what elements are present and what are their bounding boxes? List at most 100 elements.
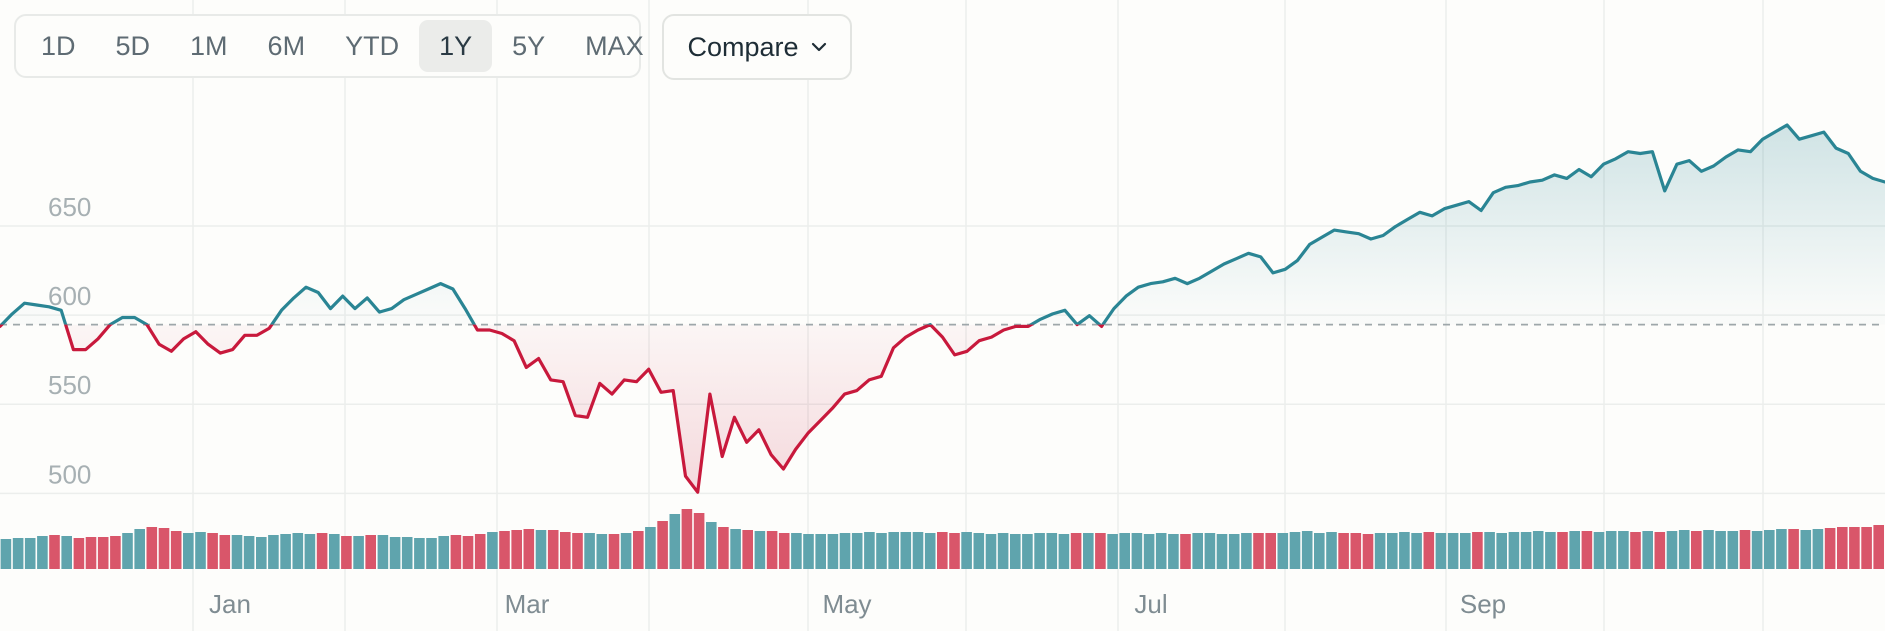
volume-bar <box>949 533 960 569</box>
volume-bar <box>1411 533 1422 569</box>
volume-bar <box>462 536 474 569</box>
volume-bar <box>1010 534 1021 569</box>
volume-bar <box>341 536 352 569</box>
volume-bar <box>1289 532 1301 569</box>
volume-bar <box>1447 533 1459 569</box>
range-1y-button[interactable]: 1Y <box>419 20 493 72</box>
volume-bar <box>1776 529 1787 569</box>
volume-bar <box>1460 533 1471 569</box>
volume-bar <box>280 534 291 569</box>
volume-bar <box>645 527 656 569</box>
volume-bar <box>292 533 304 569</box>
volume-bar <box>256 537 267 569</box>
compare-button[interactable]: Compare <box>662 14 852 80</box>
volume-bar <box>1387 533 1398 569</box>
volume-bar <box>937 532 948 569</box>
volume-bar <box>499 531 510 569</box>
range-max-button[interactable]: MAX <box>585 31 644 61</box>
volume-bar <box>158 528 170 569</box>
range-5y-button[interactable]: 5Y <box>512 31 546 61</box>
volume-bar <box>1484 532 1495 569</box>
volume-bar <box>1618 531 1629 569</box>
x-tick-label: May <box>822 589 871 619</box>
volume-bar <box>49 535 60 569</box>
volume-bar <box>389 537 401 569</box>
volume-bar <box>718 527 729 569</box>
x-axis-labels: Jan Mar May Jul Sep <box>209 589 1506 619</box>
time-range-selector: 1D 5D 1M 6M YTD 1Y 5Y MAX <box>14 14 644 78</box>
x-tick-label: Jul <box>1134 589 1167 619</box>
volume-bar <box>304 534 316 569</box>
volume-bar <box>1423 532 1435 569</box>
range-1d-button[interactable]: 1D <box>41 31 76 61</box>
volume-bar <box>1326 532 1337 569</box>
x-tick-label: Jan <box>209 589 251 619</box>
volume-bar <box>1715 531 1726 569</box>
volume-bar <box>170 531 182 569</box>
volume-bar <box>1678 530 1690 569</box>
volume-bar <box>1168 534 1179 569</box>
volume-bar <box>12 538 24 569</box>
volume-bar <box>608 534 620 569</box>
volume-bar <box>414 538 425 569</box>
volume-bar <box>1691 531 1702 569</box>
volume-bar <box>61 536 72 569</box>
compare-label: Compare <box>687 31 799 62</box>
price-line-above <box>0 123 1885 325</box>
volume-bar <box>803 534 814 569</box>
volume-bar <box>122 533 133 569</box>
volume-bar <box>183 533 194 569</box>
volume-bar <box>706 522 717 569</box>
volume-bar <box>778 533 790 569</box>
volume-bar <box>1666 531 1678 569</box>
volume-bar <box>997 533 1009 569</box>
volume-bar <box>1241 533 1252 569</box>
volume-bar <box>815 534 826 569</box>
range-ytd-button[interactable]: YTD <box>345 31 400 61</box>
volume-bar <box>657 521 668 569</box>
volume-bar <box>620 533 632 569</box>
volume-bar <box>1095 533 1106 569</box>
volume-bar <box>438 536 449 569</box>
volume-bar <box>1849 527 1860 569</box>
volume-bar <box>1508 532 1520 569</box>
volume-bar <box>535 530 547 569</box>
volume-bar <box>681 509 693 569</box>
volume-bar <box>365 535 376 569</box>
area-fill-below <box>0 324 1103 493</box>
y-tick-label: 650 <box>48 192 91 222</box>
volume-bar <box>1083 533 1094 569</box>
volume-bar <box>474 534 486 569</box>
range-6m-button[interactable]: 6M <box>267 31 306 61</box>
volume-bar <box>1435 533 1447 569</box>
volume-bar <box>1569 531 1580 569</box>
volume-bar <box>134 529 145 569</box>
volume-bar <box>329 534 340 569</box>
volume-bar <box>1058 534 1070 569</box>
volume-bar <box>316 533 328 569</box>
volume-bar <box>243 536 255 569</box>
volume-bar <box>85 537 97 569</box>
volume-bar <box>1362 534 1374 569</box>
price-line <box>0 123 1885 494</box>
volume-bar <box>1532 531 1544 569</box>
volume-bar <box>0 539 12 569</box>
volume-bar <box>1119 533 1130 569</box>
volume-bar <box>864 532 875 569</box>
range-5d-button[interactable]: 5D <box>115 31 151 61</box>
volume-bar <box>1314 533 1325 569</box>
volume-bar <box>1399 532 1410 569</box>
volume-bar <box>1143 534 1155 569</box>
volume-bar <box>1703 530 1714 569</box>
range-1m-button[interactable]: 1M <box>190 31 228 61</box>
volume-bar <box>523 529 535 569</box>
volume-bar <box>1374 533 1386 569</box>
volume-bar <box>912 532 924 569</box>
volume-bar <box>888 532 899 569</box>
volume-bar <box>110 536 121 569</box>
volume-bar <box>1496 533 1507 569</box>
volume-bar <box>450 535 462 569</box>
volume-bar <box>1764 530 1775 569</box>
volume-bar <box>1727 531 1739 569</box>
